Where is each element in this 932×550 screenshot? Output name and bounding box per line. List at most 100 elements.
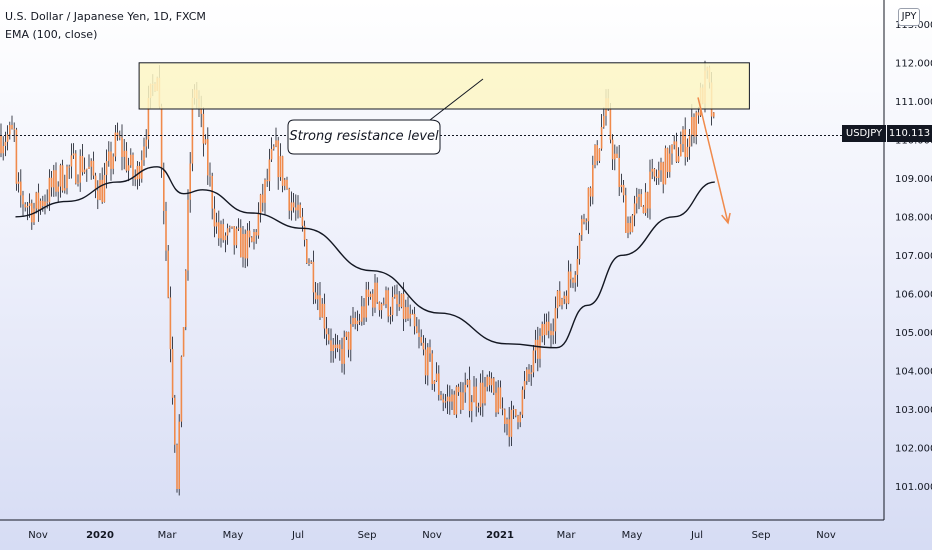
candle [587,187,590,234]
candle [664,145,667,185]
candle [378,301,381,317]
currency-badge[interactable]: JPY [898,8,920,26]
candle [339,340,341,361]
candle [61,159,64,193]
candle [398,291,400,311]
candle [53,164,55,197]
candle [616,146,618,158]
candle [356,310,359,332]
candle [343,330,345,375]
candle [653,167,656,182]
candle [493,377,495,396]
candle [125,142,128,173]
candle [28,193,31,218]
candle [145,129,147,158]
candle [220,220,222,248]
candle [323,293,326,339]
candle [583,213,585,225]
candle [504,408,506,433]
candle [345,331,348,340]
callout-bubble [287,78,484,155]
candle [105,149,108,189]
x-tick-label: May [223,530,244,541]
candle [420,329,422,346]
candle [592,155,594,205]
candle [675,132,678,163]
candle [620,173,623,193]
candle [319,281,321,321]
candle [385,286,387,309]
candle [171,336,174,405]
candle [48,169,51,211]
candle [132,152,134,186]
projection-arrow[interactable] [697,97,731,225]
candle [486,374,488,392]
candle [488,371,491,392]
candle [411,309,414,315]
candle [651,158,653,180]
candle [222,218,224,243]
candle [559,281,561,307]
candle [455,385,458,418]
candle [647,191,649,218]
candle [640,189,642,207]
candle [121,124,123,171]
candle [422,335,425,356]
candle [123,139,125,170]
candle [405,299,407,323]
x-tick-label: Nov [422,530,442,541]
candle [211,172,213,220]
ema-legend[interactable]: EMA (100, close) [5,28,98,41]
symbol-price-tag: USDJPY [842,125,886,142]
candle [431,350,433,390]
candle [499,380,502,409]
candle [418,319,420,349]
candle [548,311,550,339]
candle [552,318,554,345]
candle [424,337,427,385]
callout-text: Strong resistance level [289,129,439,144]
candle [90,158,92,180]
candle [17,172,20,193]
candle [81,144,84,176]
candle [697,107,700,124]
candle [446,384,449,415]
candle [59,163,62,198]
resistance-callout[interactable]: Strong resistance level [287,78,484,155]
resistance-zone[interactable] [138,62,750,110]
candle [374,273,376,313]
candle [435,362,438,382]
candle [112,153,114,175]
candle [523,371,526,399]
y-tick-label: 108.000 [895,212,932,223]
symbol-legend[interactable]: U.S. Dollar / Japanese Yen, 1D, FXCM [5,10,206,23]
candle [638,188,640,210]
y-tick-label: 106.000 [895,289,932,300]
candle [253,228,255,250]
candle [350,315,352,362]
candle [134,169,136,187]
candle [363,298,365,326]
candle [64,174,66,194]
candle [475,378,477,417]
candle [189,152,191,213]
candle [482,370,484,417]
candle [15,127,18,191]
candle [565,290,568,310]
candle [295,194,297,221]
time-axis[interactable]: Nov 2020 Mar May Jul Sep Nov 2021 Mar May Jul Sep No… [28,530,836,541]
candle [688,129,691,160]
candle [103,162,106,203]
candle [660,157,662,182]
candle [497,380,499,415]
candle [277,136,279,190]
candle [92,151,95,180]
candle [180,355,183,428]
candle [79,149,81,192]
candle [185,269,187,331]
candle [442,393,444,412]
candle [554,296,557,344]
price-axis[interactable]: 101.000 102.000 103.000 104.000 105.000 106.0… [895,20,932,493]
